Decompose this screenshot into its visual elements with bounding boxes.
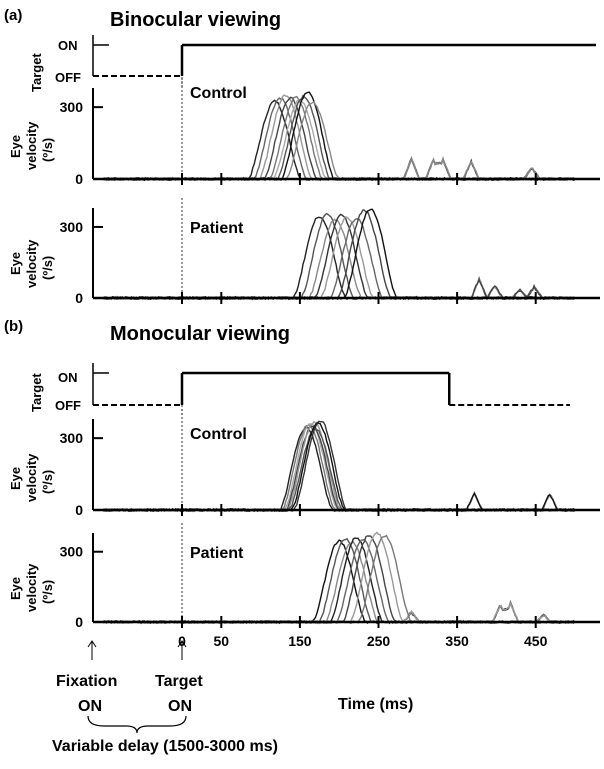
trace-a-patient-1 (102, 212, 576, 301)
target-a-on-label: ON (58, 38, 78, 53)
ylabel-b-control-line1: Eye (8, 467, 23, 490)
group-label-a-control: Control (190, 85, 247, 102)
panel-a-title: Binocular viewing (110, 9, 281, 31)
target-b-off-label: OFF (55, 398, 81, 413)
y-tick-label-a-control-0: 0 (75, 171, 83, 187)
ylabel-a-patient-line3: (º/s) (40, 256, 55, 280)
trace-b-control-5 (103, 428, 576, 513)
time-axis-label: Time (ms) (338, 696, 413, 713)
y-tick-label-b-patient-300: 300 (60, 544, 84, 560)
trace-a-control-3 (103, 96, 576, 182)
ylabel-a-control-line3: (º/s) (40, 138, 55, 162)
target-b-axis-label: Target (29, 373, 44, 412)
group-label-b-control: Control (190, 426, 247, 443)
ylabel-b-control: Eye velocity (º/s) (8, 453, 55, 502)
trace-a-control-7 (103, 91, 576, 182)
ylabel-a-patient: Eye velocity (º/s) (8, 239, 55, 288)
delay-note: Variable delay (1500-3000 ms) (52, 738, 278, 755)
y-tick-label-a-patient-0: 0 (75, 290, 83, 306)
y-tick-label-a-control-300: 300 (60, 99, 84, 115)
trace-b-patient-4 (103, 538, 576, 625)
fixation-arrow (87, 640, 97, 660)
target-b-on-label: ON (58, 370, 78, 385)
fixation-label: Fixation (56, 673, 117, 690)
ylabel-b-patient-line1: Eye (8, 577, 23, 600)
trace-a-control-5 (103, 98, 576, 182)
ylabel-b-control-line3: (º/s) (40, 470, 55, 494)
target-on-label: ON (168, 698, 192, 715)
ylabel-b-patient-line2: velocity (24, 563, 39, 612)
trace-a-patient-3 (103, 213, 576, 301)
ylabel-a-patient-line2: velocity (24, 239, 39, 288)
trace-a-patient-4 (103, 216, 576, 301)
group-label-b-patient: Patient (190, 545, 244, 562)
trace-a-control-1 (103, 97, 576, 182)
trace-a-control-8 (103, 101, 576, 182)
ylabel-a-control: Eye velocity (º/s) (8, 121, 55, 170)
delay-brace (87, 715, 187, 734)
panel-b-label: (b) (4, 318, 23, 335)
y-tick-label-b-control-0: 0 (75, 502, 83, 518)
ylabel-b-patient: Eye velocity (º/s) (8, 563, 55, 612)
target-a-off-label: OFF (55, 70, 81, 85)
ylabel-b-control-line2: velocity (24, 453, 39, 502)
x-tick-label-50: 50 (214, 633, 230, 649)
x-tick-label-250: 250 (367, 633, 391, 649)
trace-a-control-0 (103, 99, 576, 182)
trace-a-control-2 (102, 94, 576, 182)
trace-a-control-6 (103, 94, 576, 182)
fixation-on-label: ON (78, 698, 102, 715)
ylabel-a-patient-line1: Eye (8, 252, 23, 275)
target-a-axis-label: Target (29, 53, 44, 92)
group-label-a-patient: Patient (190, 220, 244, 237)
y-tick-label-b-patient-0: 0 (75, 614, 83, 630)
panel-b-title: Monocular viewing (110, 323, 290, 345)
x-tick-label-450: 450 (524, 633, 548, 649)
ylabel-a-control-line1: Eye (8, 135, 23, 158)
trace-a-control-4 (102, 95, 576, 182)
ylabel-a-control-line2: velocity (24, 121, 39, 170)
panel-a-label: (a) (4, 7, 22, 24)
x-tick-label-150: 150 (288, 633, 312, 649)
ylabel-b-patient-line3: (º/s) (40, 580, 55, 604)
y-tick-label-a-patient-300: 300 (60, 219, 84, 235)
target-event-label: Target (155, 673, 203, 690)
y-tick-label-b-control-300: 300 (60, 430, 84, 446)
trace-b-control-6 (103, 421, 576, 513)
x-tick-label-350: 350 (445, 633, 469, 649)
target-arrow (177, 640, 187, 660)
